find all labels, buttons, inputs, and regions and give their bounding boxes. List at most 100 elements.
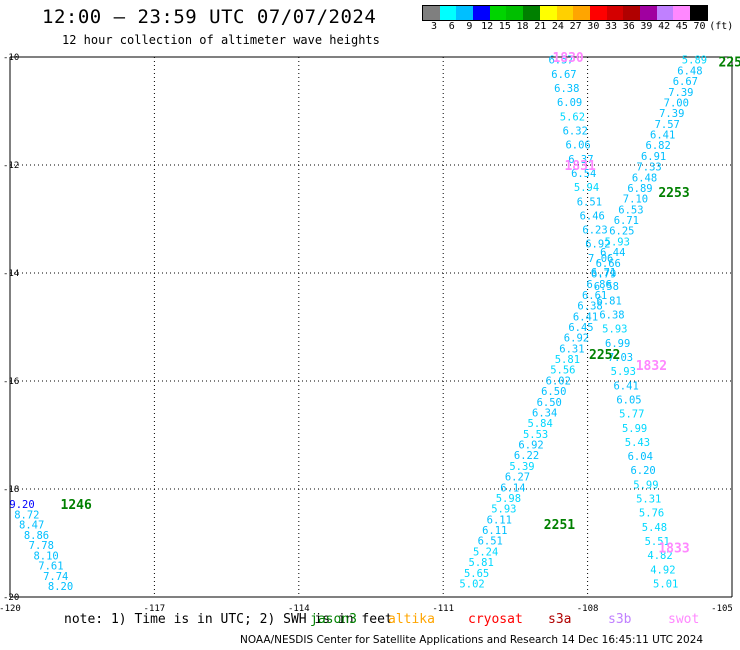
color-scale-label: 33 — [605, 21, 618, 32]
wave-height-value: 6.57 — [548, 55, 573, 67]
wave-height-value: 6.32 — [563, 125, 588, 137]
y-tick-label: -16 — [3, 377, 19, 387]
wave-height-value: 6.46 — [580, 210, 605, 222]
color-scale-label: (ft) — [709, 21, 734, 32]
wave-height-value: 7.33 — [636, 162, 661, 174]
color-swatch — [623, 6, 640, 20]
wave-height-value: 5.24 — [473, 546, 498, 558]
wave-height-value: 6.41 — [613, 380, 638, 392]
wave-height-value: 8.86 — [24, 530, 49, 542]
wave-height-value: 8.20 — [48, 581, 73, 593]
y-tick-label: -10 — [3, 53, 19, 63]
wave-height-value: 6.92 — [518, 440, 543, 452]
color-swatch — [556, 6, 574, 20]
x-tick-label: -105 — [711, 604, 733, 614]
color-scale-label: 36 — [622, 21, 635, 32]
wave-height-value: 6.71 — [591, 267, 616, 279]
wave-height-value: 6.92 — [564, 333, 589, 345]
wave-height-value: 6.31 — [559, 343, 584, 355]
color-scale-label: 24 — [551, 21, 564, 32]
wave-height-value: 7.57 — [655, 119, 680, 131]
wave-height-value: 6.54 — [571, 168, 596, 180]
wave-height-value: 5.31 — [636, 494, 661, 506]
color-scale-label: 18 — [516, 21, 529, 32]
wave-height-value: 5.51 — [645, 536, 670, 548]
wave-height-value: 6.92 — [585, 239, 610, 251]
wave-height-value: 7.39 — [668, 87, 693, 99]
wave-height-value: 5.76 — [639, 508, 664, 520]
color-swatch — [639, 6, 657, 20]
wave-height-value: 6.38 — [577, 301, 602, 313]
wave-height-value: 6.50 — [537, 397, 562, 409]
y-tick-label: -18 — [3, 485, 19, 495]
wave-height-value: 6.50 — [541, 386, 566, 398]
wave-height-value: 6.44 — [600, 247, 625, 259]
wave-height-value: 5.93 — [491, 504, 516, 516]
wave-height-value: 6.27 — [505, 472, 530, 484]
color-scale-label: 3 — [431, 21, 438, 32]
wave-height-value: 6.41 — [650, 130, 675, 142]
wave-height-value: 5.84 — [528, 418, 553, 430]
wave-height-value: 6.91 — [641, 151, 666, 163]
pass-label: 2251 — [544, 518, 575, 533]
pass-label: 1830 — [552, 51, 583, 66]
color-scale-label: 9 — [466, 21, 473, 32]
legend-item-jason3: jason3 — [310, 612, 357, 627]
wave-height-value: 7.00 — [664, 97, 689, 109]
wave-height-value: 6.66 — [596, 258, 621, 270]
wave-height-value: 5.98 — [496, 493, 521, 505]
pass-label: 1832 — [636, 359, 667, 374]
color-scale-label: 30 — [587, 21, 600, 32]
wave-height-value: 6.48 — [632, 172, 657, 184]
x-tick-label: -111 — [432, 604, 454, 614]
color-swatch — [539, 6, 557, 20]
x-tick-label: -108 — [577, 604, 599, 614]
wave-height-value: 5.39 — [509, 461, 534, 473]
color-scale-labels: 3 6 9 12 15 18 21 24 27 30 33 36 39 42 45 70 (ft) — [422, 21, 740, 35]
wave-height-value: 5.53 — [523, 429, 548, 441]
x-tick-label: -117 — [144, 604, 166, 614]
wave-height-value: 5.48 — [642, 522, 667, 534]
legend-item-cryosat: cryosat — [468, 612, 523, 627]
color-scale-bar — [422, 5, 708, 21]
wave-height-value: 5.77 — [619, 409, 644, 421]
wave-height-value: 6.34 — [532, 407, 557, 419]
color-scale-label: 27 — [569, 21, 582, 32]
wave-height-value: 5.56 — [550, 365, 575, 377]
wave-height-value: 5.81 — [469, 557, 494, 569]
color-swatch — [439, 6, 457, 20]
wave-height-value: 5.93 — [611, 366, 636, 378]
wave-height-value: 5.02 — [459, 579, 484, 591]
wave-height-value: 7.61 — [38, 561, 63, 573]
wave-height-value: 8.72 — [14, 509, 39, 521]
wave-height-value: 5.01 — [653, 579, 678, 591]
color-swatch — [506, 6, 524, 20]
color-swatch — [673, 6, 690, 20]
map-title: 12:00 – 23:59 UTC 07/07/2024 — [42, 6, 377, 28]
color-swatch — [456, 6, 474, 20]
wave-height-value: 6.09 — [557, 97, 582, 109]
wave-height-value: 6.22 — [514, 450, 539, 462]
wave-height-value: 6.37 — [568, 154, 593, 166]
pass-label: 1831 — [564, 159, 595, 174]
wave-height-value: 5.43 — [625, 437, 650, 449]
color-swatch — [573, 6, 590, 20]
wave-height-value: 7.06 — [588, 253, 613, 265]
wave-height-value: 6.99 — [605, 338, 630, 350]
legend-item-swot: swot — [668, 612, 700, 627]
pass-label: 1246 — [61, 498, 92, 513]
wave-height-value: 9.20 — [9, 499, 34, 511]
wave-height-value: 8.10 — [33, 550, 58, 562]
altimeter-tracks: 6.57 6.67 6.38 6.09 5.62 6.32 6.06 6.37 6.54 5.94… — [9, 55, 707, 594]
color-swatch — [523, 6, 540, 20]
map-subtitle: 12 hour collection of altimeter wave hei… — [62, 33, 380, 47]
x-tick-label: -114 — [288, 604, 310, 614]
wave-height-value: 6.38 — [554, 83, 579, 95]
wave-height-value: 7.39 — [659, 108, 684, 120]
color-swatch — [473, 6, 490, 20]
wave-height-value: 6.67 — [551, 69, 576, 81]
wave-height-value: 6.48 — [677, 65, 702, 77]
note-text: note: 1) Time is in UTC; 2) SWH is in fe… — [64, 612, 393, 627]
y-tick-label: -20 — [3, 593, 19, 603]
